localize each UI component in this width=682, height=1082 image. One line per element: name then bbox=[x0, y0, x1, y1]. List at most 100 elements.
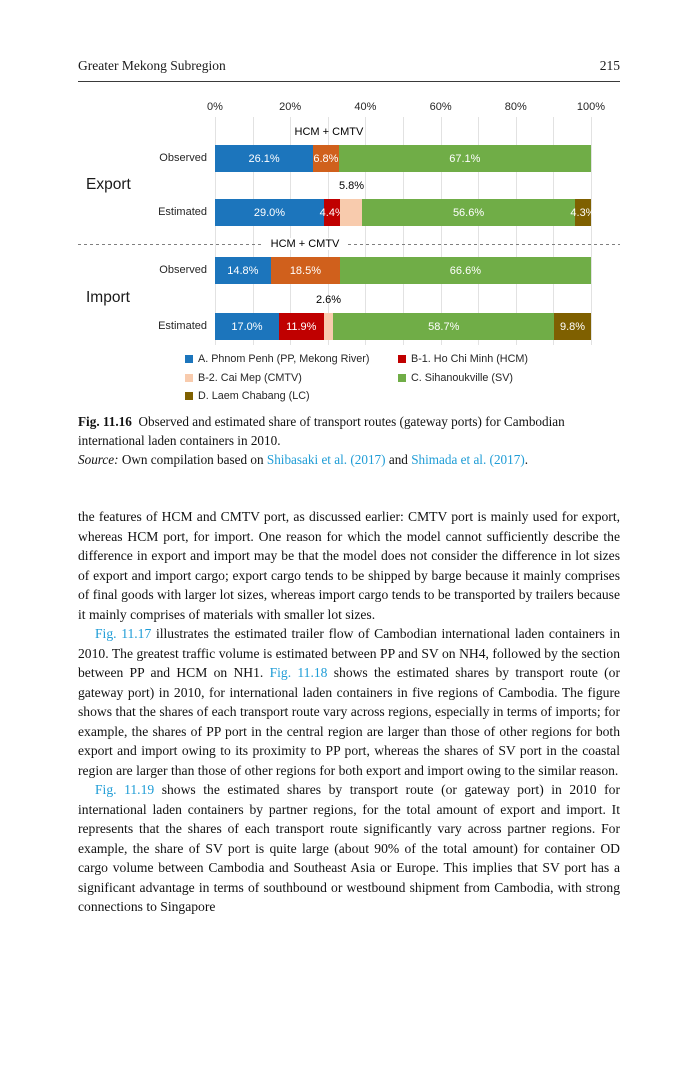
segment-value-label: 6.8% bbox=[313, 152, 339, 165]
stacked-bar-export-observed: 26.1% 6.8% 67.1% bbox=[215, 145, 591, 172]
page: Greater Mekong Subregion 215 0% 20% 40% 60%… bbox=[78, 58, 620, 917]
gridline bbox=[440, 117, 442, 345]
legend-item-sv: C. Sihanoukville (SV) bbox=[398, 372, 528, 384]
segment-value-label: 17.0% bbox=[231, 320, 263, 333]
gridline bbox=[290, 117, 292, 345]
x-axis-tick-label: 40% bbox=[354, 101, 377, 113]
reference-link[interactable]: Shimada et al. (2017) bbox=[411, 452, 525, 467]
legend-item-pp: A. Phnom Penh (PP, Mekong River) bbox=[185, 353, 398, 365]
bar-segment-pp: 29.0% bbox=[215, 199, 324, 226]
segment-value-label: 14.8% bbox=[227, 264, 259, 277]
text-run: Fig. 11.16 bbox=[78, 414, 132, 429]
reference-link[interactable]: Fig. 11.18 bbox=[269, 665, 328, 680]
legend-item-lc: D. Laem Chabang (LC) bbox=[185, 390, 398, 402]
chart: 0% 20% 40% 60% 80% 100% 26.1% 6.8% 67.1% Observed… bbox=[78, 101, 620, 403]
segment-value-label: 11.9% bbox=[286, 320, 317, 333]
page-header: Greater Mekong Subregion 215 bbox=[78, 58, 620, 74]
legend-item-label: A. Phnom Penh (PP, Mekong River) bbox=[198, 353, 370, 366]
body-paragraph: the features of HCM and CMTV port, as di… bbox=[78, 507, 620, 624]
reference-link[interactable]: Fig. 11.17 bbox=[95, 626, 152, 641]
x-axis-tick-label: 60% bbox=[429, 101, 452, 113]
bar-row-label: Observed bbox=[159, 152, 207, 164]
legend-swatch-icon bbox=[398, 355, 406, 364]
segment-value-label: 29.0% bbox=[253, 206, 286, 219]
segment-value-label: 66.6% bbox=[449, 264, 481, 277]
gridline bbox=[215, 117, 216, 345]
text-run: Own compilation based on bbox=[118, 452, 267, 467]
bar-segment-pp: 17.0% bbox=[215, 313, 279, 340]
text-run: shows the estimated shares by transport … bbox=[78, 665, 620, 778]
bar-callout-label: 2.6% bbox=[316, 294, 342, 306]
x-axis-tick-label: 0% bbox=[207, 101, 223, 113]
legend-swatch-icon bbox=[398, 373, 406, 382]
bar-segment-hcm: 4.4% bbox=[320, 199, 345, 226]
segment-value-label: 58.7% bbox=[428, 320, 460, 333]
reference-link[interactable]: Fig. 11.19 bbox=[95, 782, 155, 797]
bar-segment-pp: 26.1% bbox=[215, 145, 314, 172]
bar-segment-hcm: 11.9% bbox=[278, 313, 324, 340]
bar-segment-sv: 67.1% bbox=[338, 145, 591, 172]
bar-segment-hcm_cmtv: 18.5% bbox=[270, 257, 341, 284]
bar-row-label: Estimated bbox=[158, 320, 207, 332]
stacked-bar-export-estimated: 29.0% 4.4% 56.6% 4.3% bbox=[215, 199, 595, 226]
stacked-bar-import-estimated: 17.0% 11.9% 58.7% 9.8% bbox=[215, 313, 591, 340]
body-paragraph: Fig. 11.17 illustrates the estimated tra… bbox=[78, 624, 620, 780]
legend-swatch-icon bbox=[185, 392, 193, 401]
body-text: the features of HCM and CMTV port, as di… bbox=[78, 507, 620, 917]
page-number: 215 bbox=[599, 58, 620, 73]
bar-callout-label: 5.8% bbox=[338, 180, 365, 192]
text-run: Source: bbox=[78, 452, 119, 467]
segment-value-label: 4.4% bbox=[319, 206, 345, 219]
legend-item-hcm: B-1. Ho Chi Minh (HCM) bbox=[398, 353, 528, 365]
gridline bbox=[365, 117, 367, 345]
text-run: and bbox=[385, 452, 412, 467]
export-import-divider: HCM + CMTV bbox=[78, 238, 620, 250]
text-run: illustrates the estimated trailer flow o… bbox=[78, 626, 621, 680]
gridline bbox=[403, 117, 404, 345]
reference-link[interactable]: Shibasaki et al. (2017) bbox=[266, 452, 386, 467]
bar-segment-lc: 4.3% bbox=[570, 199, 595, 226]
body-paragraph: Fig. 11.19 shows the estimated shares by… bbox=[78, 780, 620, 917]
stacked-bar-import-observed: 14.8% 18.5% 66.6% bbox=[215, 257, 591, 284]
gridline bbox=[591, 117, 592, 345]
divider-label: HCM + CMTV bbox=[263, 238, 347, 250]
x-axis-tick-label: 20% bbox=[279, 101, 302, 113]
bar-row-label: Estimated bbox=[158, 206, 207, 218]
figure-11-16: 0% 20% 40% 60% 80% 100% 26.1% 6.8% 67.1% Observed… bbox=[78, 101, 620, 469]
text-run: Observed and estimated share of transpor… bbox=[78, 414, 565, 448]
group-label-export: Export bbox=[86, 176, 131, 193]
chart-legend: A. Phnom Penh (PP, Mekong River) B-1. Ho … bbox=[185, 350, 528, 406]
segment-value-label: 56.6% bbox=[452, 206, 485, 219]
figure-source: Source: Own compilation based on Shibasa… bbox=[78, 450, 620, 469]
bar-segment-hcm_cmtv: 6.8% bbox=[313, 145, 339, 172]
x-axis-tick-label: 80% bbox=[504, 101, 527, 113]
gridline bbox=[553, 117, 555, 345]
bar-segment-sv: 58.7% bbox=[333, 313, 555, 340]
gridline bbox=[478, 117, 480, 345]
bar-segment-lc: 9.8% bbox=[554, 313, 591, 340]
legend-swatch-icon bbox=[185, 373, 193, 382]
running-head: Greater Mekong Subregion bbox=[78, 58, 226, 73]
legend-item-label: D. Laem Chabang (LC) bbox=[198, 390, 310, 403]
bar-segment-sv: 56.6% bbox=[362, 199, 575, 226]
segment-value-label: 18.5% bbox=[289, 264, 322, 277]
figure-caption: Fig. 11.16 Observed and estimated share … bbox=[78, 412, 620, 450]
bar-segment-cmtv bbox=[340, 199, 363, 226]
text-run: shows the estimated shares by transport … bbox=[78, 782, 620, 914]
gridline bbox=[252, 117, 254, 345]
legend-item-cmtv: B-2. Cai Mep (CMTV) bbox=[185, 372, 398, 384]
bar-segment-cmtv bbox=[323, 313, 334, 340]
segment-value-label: 67.1% bbox=[449, 152, 481, 165]
bar-segment-pp: 14.8% bbox=[215, 257, 271, 284]
gridline bbox=[515, 117, 517, 345]
figure-caption-block: Fig. 11.16 Observed and estimated share … bbox=[78, 412, 620, 469]
segment-value-label: 26.1% bbox=[248, 152, 280, 165]
segment-value-label: 4.3% bbox=[570, 206, 596, 219]
segment-value-label: 9.8% bbox=[559, 320, 586, 333]
gridline bbox=[327, 117, 329, 345]
legend-item-label: B-1. Ho Chi Minh (HCM) bbox=[411, 353, 528, 366]
legend-item-label: C. Sihanoukville (SV) bbox=[411, 371, 514, 384]
legend-item-label: B-2. Cai Mep (CMTV) bbox=[198, 371, 302, 384]
text-run: . bbox=[524, 452, 529, 467]
header-rule bbox=[78, 81, 620, 82]
